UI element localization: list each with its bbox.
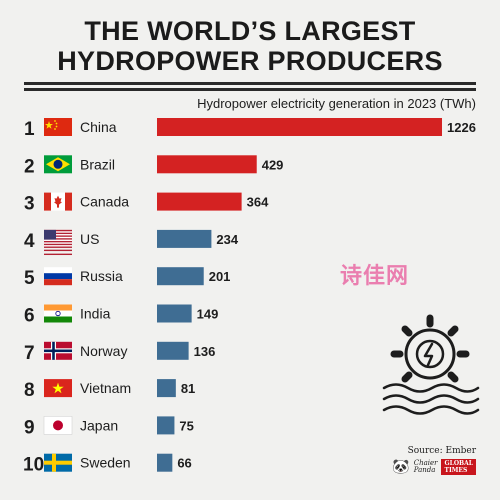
rank-number: 7	[24, 343, 35, 364]
watermark-text: 诗佳网	[340, 263, 410, 288]
country-label: Russia	[80, 268, 123, 284]
india-flag-icon	[44, 304, 72, 323]
bar	[157, 229, 212, 248]
bar	[157, 341, 189, 360]
logo-right-line-1: GLOBAL	[444, 459, 473, 467]
bar	[157, 192, 242, 211]
bar	[157, 118, 442, 136]
country-label: Japan	[80, 417, 118, 433]
canada-flag-icon	[44, 192, 72, 211]
bar	[157, 267, 204, 286]
vietnam-flag-icon	[44, 379, 72, 398]
value-label: 234	[216, 232, 238, 247]
china-flag-icon	[44, 118, 72, 136]
value-label: 364	[247, 195, 269, 210]
rank-number: 1	[24, 119, 35, 140]
russia-flag-icon	[44, 267, 72, 286]
rank-number: 3	[24, 194, 35, 215]
country-label: Vietnam	[80, 380, 131, 396]
value-label: 429	[262, 157, 284, 172]
bar	[157, 379, 176, 398]
country-label: China	[80, 119, 117, 135]
rank-number: 2	[24, 156, 35, 177]
source-note: Source: Ember	[407, 446, 476, 456]
logo-left-line-2: Panda	[413, 465, 436, 474]
country-label: Canada	[80, 194, 129, 210]
value-label: 81	[181, 381, 195, 396]
japan-flag-icon	[43, 416, 73, 435]
value-label: 66	[177, 456, 191, 471]
rank-number: 9	[24, 417, 35, 438]
value-label: 136	[194, 344, 216, 359]
sweden-flag-icon	[44, 453, 72, 472]
value-label: 149	[197, 307, 219, 322]
hydropower-icon	[382, 314, 480, 415]
value-label: 75	[179, 418, 193, 433]
rank-number: 4	[24, 231, 35, 252]
us-flag-icon	[44, 229, 72, 256]
title-line-2: HYDROPOWER PRODUCERS	[57, 46, 443, 76]
rank-number: 5	[24, 268, 35, 289]
country-label: US	[80, 231, 99, 247]
bar	[157, 304, 192, 323]
title-rule-bottom	[24, 88, 476, 91]
title-rule-top	[24, 82, 476, 85]
page-title: THE WORLD’S LARGEST HYDROPOWER PRODUCERS	[0, 16, 500, 76]
publisher-logos: 🐼 Chaier Panda GLOBAL TIMES	[392, 458, 476, 475]
panda-icon: 🐼	[392, 458, 410, 474]
global-times-logo: GLOBAL TIMES	[441, 458, 476, 475]
rank-number: 8	[24, 380, 35, 401]
chart-subtitle: Hydropower electricity generation in 202…	[197, 96, 476, 111]
title-line-1: THE WORLD’S LARGEST	[84, 16, 416, 46]
bar	[157, 416, 175, 435]
value-label: 1226	[447, 120, 476, 135]
bar	[157, 155, 257, 174]
country-label: Brazil	[80, 156, 115, 172]
chaier-panda-logo: Chaier Panda	[413, 458, 438, 474]
logo-right-line-2: TIMES	[444, 466, 468, 474]
rank-number: 10	[23, 455, 44, 476]
country-label: Norway	[80, 343, 127, 359]
rank-number: 6	[24, 306, 35, 327]
logo-left-line-1: Chaier	[413, 458, 438, 467]
brazil-flag-icon	[44, 155, 72, 174]
value-label: 201	[209, 269, 231, 284]
country-label: India	[80, 306, 111, 322]
norway-flag-icon	[44, 341, 72, 360]
country-label: Sweden	[80, 455, 131, 471]
bar	[157, 453, 173, 472]
